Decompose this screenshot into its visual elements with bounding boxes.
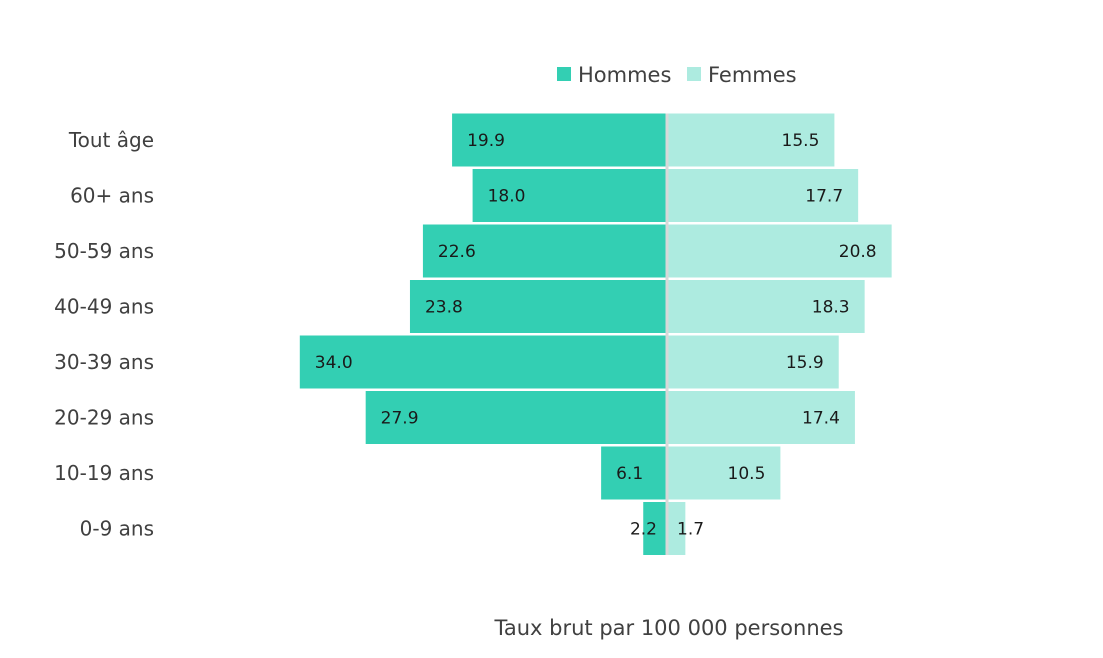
legend-swatch-hommes (557, 67, 571, 81)
value-label-hommes-60-ans: 18.0 (488, 187, 526, 207)
category-label-40-49-ans: 40-49 ans (54, 295, 154, 319)
bar-hommes-0-9-ans (643, 502, 667, 555)
legend-label-femmes: Femmes (708, 63, 797, 87)
value-label-hommes-50-59-ans: 22.6 (438, 242, 476, 262)
value-label-hommes-40-49-ans: 23.8 (425, 298, 463, 318)
value-label-femmes-0-9-ans: 1.7 (677, 520, 704, 540)
x-axis-title: Taux brut par 100 000 personnes (494, 616, 844, 640)
legend: Hommes Femmes (557, 63, 797, 87)
bar-hommes-60-ans (472, 169, 667, 222)
value-label-femmes-10-19-ans: 10.5 (728, 464, 766, 484)
bar-hommes-30-39-ans (299, 335, 667, 389)
bar-femmes-20-29-ans (667, 391, 855, 444)
value-label-hommes-0-9-ans: 2.2 (630, 520, 657, 540)
value-label-hommes-30-39-ans: 34.0 (315, 353, 353, 373)
legend-label-hommes: Hommes (578, 63, 671, 87)
category-labels: Tout âge 60+ ans 50-59 ans 40-49 ans 30-39 a… (54, 128, 154, 541)
value-label-femmes-30-39-ans: 15.9 (786, 353, 824, 373)
bar-femmes-40-49-ans (667, 280, 865, 333)
value-labels: 19.9 15.5 18.0 17.7 22.6 20.8 23.8 18.3 34.0 15.9… (315, 131, 877, 540)
value-label-femmes-50-59-ans: 20.8 (839, 242, 877, 262)
value-label-hommes-tout-ge: 19.9 (467, 131, 505, 151)
bar-femmes-tout-ge (667, 113, 835, 167)
bar-hommes-50-59-ans (422, 224, 667, 278)
category-label-10-19-ans: 10-19 ans (54, 461, 154, 485)
value-label-femmes-20-29-ans: 17.4 (802, 409, 840, 429)
bar-femmes-10-19-ans (667, 446, 781, 500)
category-label-60-ans: 60+ ans (70, 184, 154, 208)
value-label-femmes-40-49-ans: 18.3 (812, 298, 850, 318)
bar-hommes-40-49-ans (409, 280, 667, 333)
bar-femmes-60-ans (667, 169, 859, 222)
bar-hommes-tout-ge (452, 113, 667, 167)
bar-femmes-0-9-ans (667, 502, 686, 555)
bars (299, 113, 892, 555)
category-label-0-9-ans: 0-9 ans (80, 517, 154, 541)
category-label-50-59-ans: 50-59 ans (54, 239, 154, 263)
bar-hommes-10-19-ans (601, 446, 667, 500)
bar-femmes-50-59-ans (667, 224, 892, 278)
category-label-20-29-ans: 20-29 ans (54, 406, 154, 430)
legend-swatch-femmes (687, 67, 701, 81)
value-label-hommes-10-19-ans: 6.1 (616, 464, 643, 484)
bar-femmes-30-39-ans (667, 335, 839, 389)
category-label-30-39-ans: 30-39 ans (54, 350, 154, 374)
bar-hommes-20-29-ans (365, 391, 667, 444)
value-label-femmes-60-ans: 17.7 (805, 187, 843, 207)
category-label-tout-ge: Tout âge (68, 128, 154, 152)
value-label-hommes-20-29-ans: 27.9 (381, 409, 419, 429)
value-label-femmes-tout-ge: 15.5 (782, 131, 820, 151)
